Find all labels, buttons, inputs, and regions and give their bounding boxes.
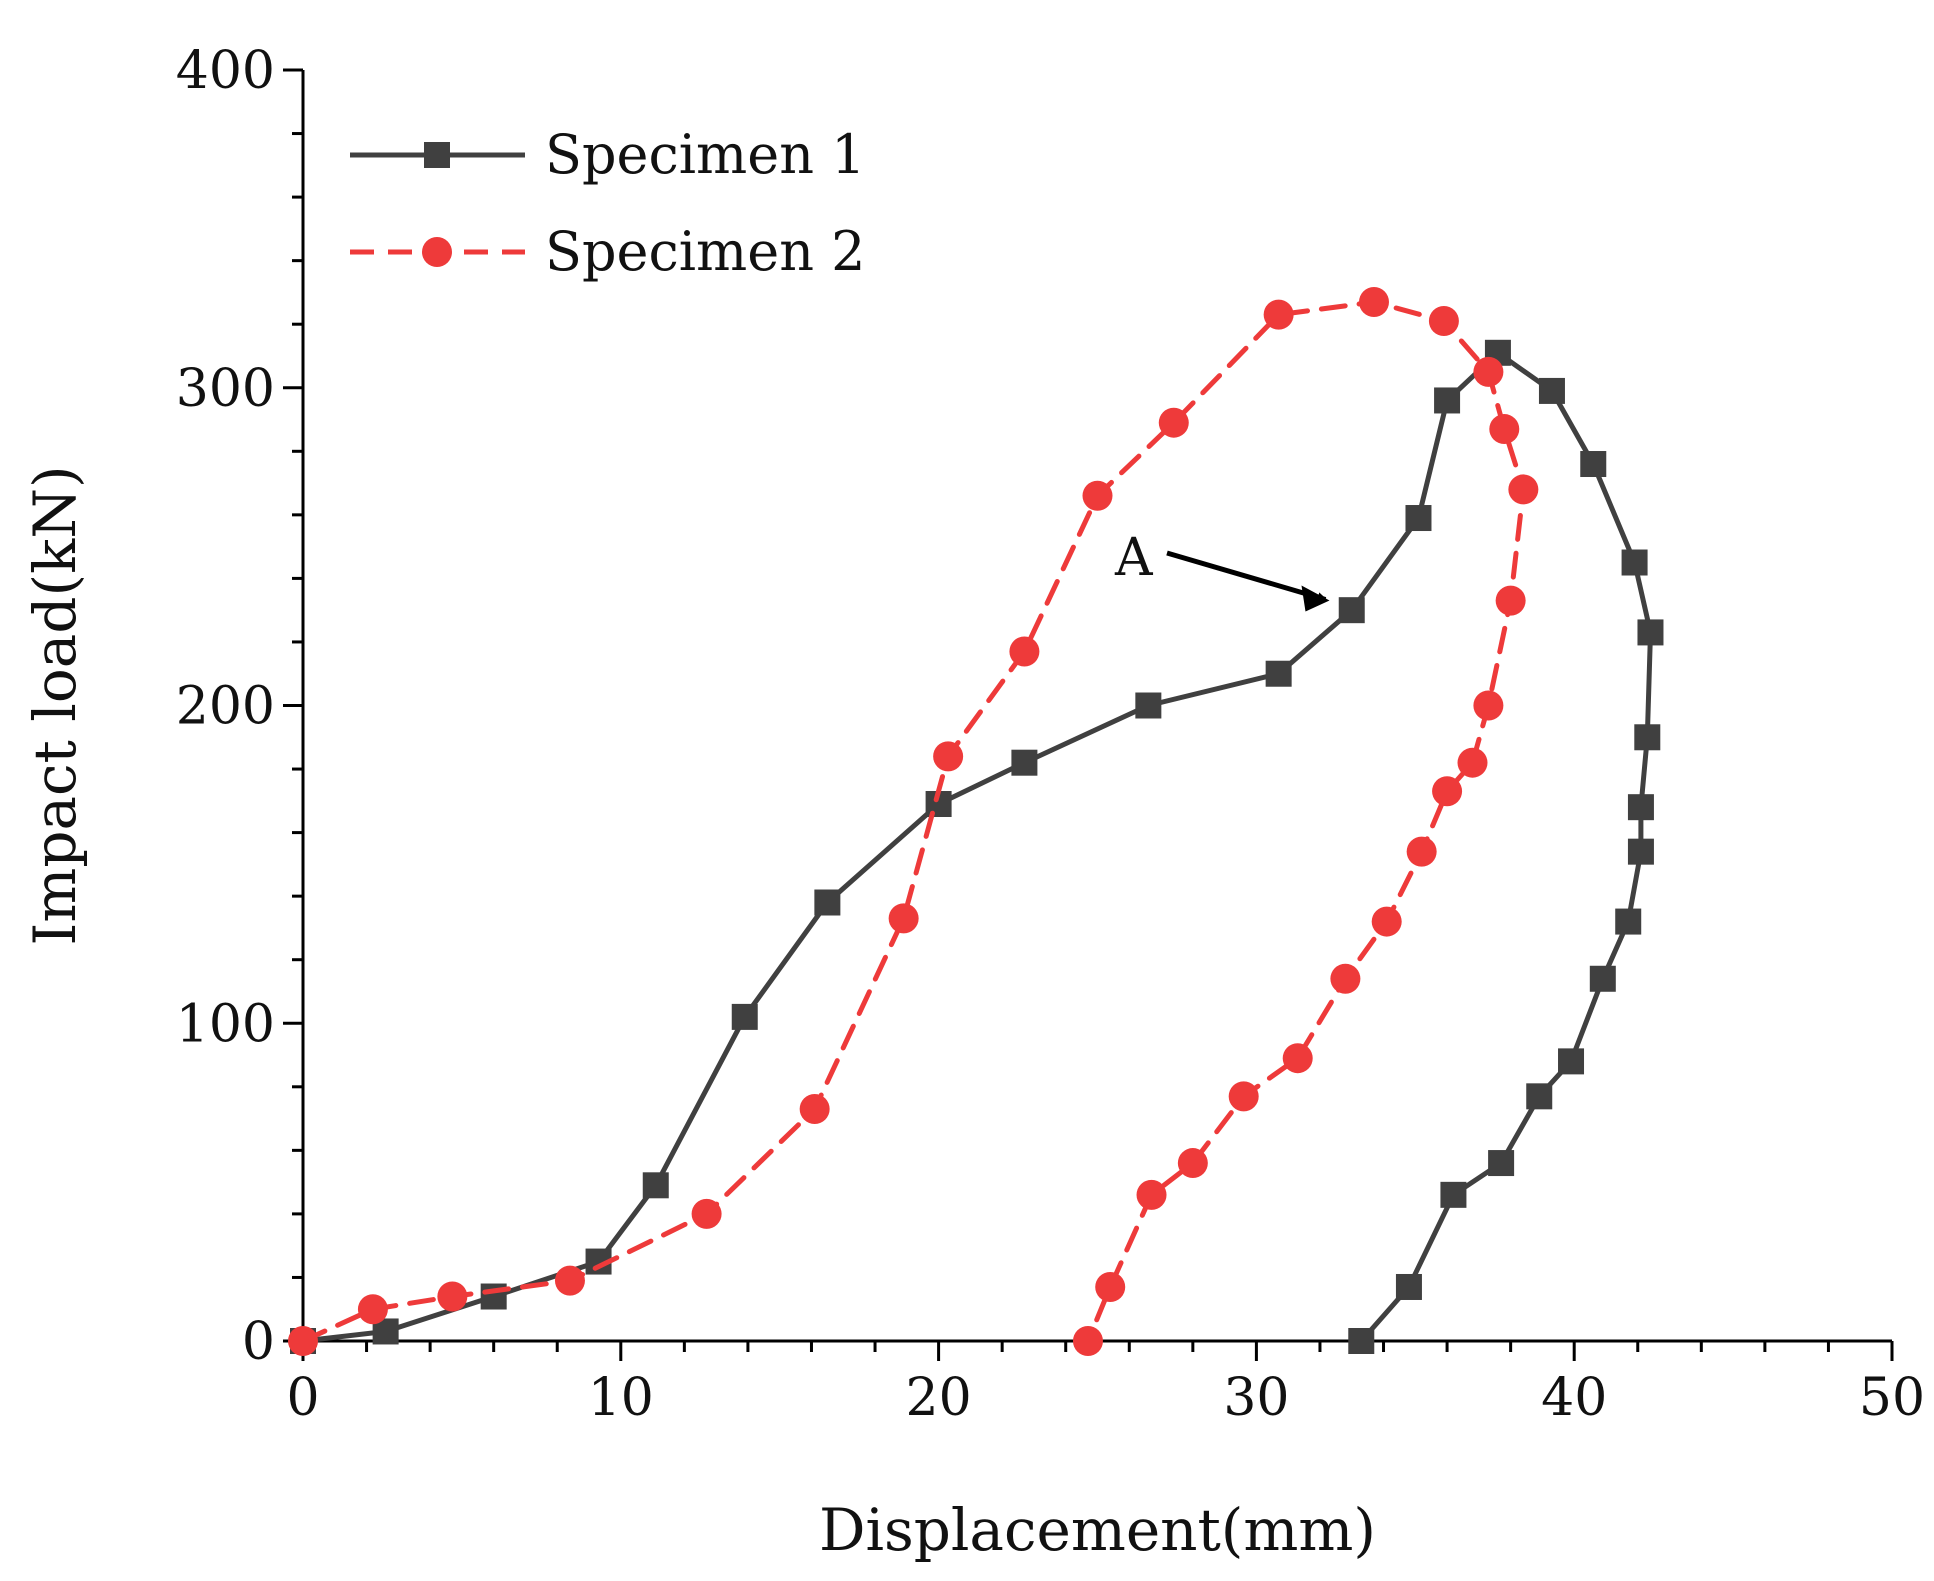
data-point (1405, 505, 1432, 532)
data-point (1428, 306, 1459, 337)
data-point (1589, 965, 1616, 992)
data-point (1338, 597, 1365, 624)
data-point (1558, 1048, 1585, 1075)
data-point (799, 1094, 830, 1125)
data-point (1508, 474, 1539, 505)
data-point (1072, 1326, 1103, 1356)
y-tick-label: 0 (242, 1312, 275, 1372)
data-point (933, 741, 964, 772)
data-point (357, 1294, 388, 1325)
series-2 (288, 286, 1539, 1356)
data-point (731, 1003, 758, 1030)
data-point (1177, 1148, 1208, 1179)
y-tick-label: 200 (176, 677, 275, 737)
x-tick-label: 40 (1541, 1368, 1607, 1428)
data-point (1371, 906, 1402, 937)
y-tick-label: 400 (176, 41, 275, 101)
data-point (1580, 451, 1607, 478)
data-point (888, 903, 919, 934)
data-point (288, 1326, 318, 1356)
x-axis-title: Displacement(mm) (819, 1496, 1376, 1564)
legend-label: Specimen 2 (545, 220, 866, 283)
x-tick-label: 0 (286, 1368, 319, 1428)
data-point (1457, 747, 1488, 778)
legend-swatch-marker (424, 142, 450, 168)
data-point (1095, 1271, 1126, 1302)
y-tick-label: 300 (176, 359, 275, 419)
data-point (1011, 749, 1038, 776)
data-point (1615, 908, 1642, 935)
data-point (1358, 286, 1389, 317)
data-point (1434, 387, 1461, 414)
x-tick-label: 10 (588, 1368, 654, 1428)
data-point (1495, 585, 1526, 616)
data-point (1135, 692, 1162, 719)
legend-swatch-marker (422, 237, 452, 267)
data-point (1432, 776, 1463, 807)
axes (301, 70, 1892, 1343)
data-point (437, 1281, 468, 1312)
data-point (1526, 1083, 1553, 1110)
x-tick-label: 30 (1223, 1368, 1289, 1428)
data-point (642, 1172, 669, 1199)
data-point (1395, 1273, 1422, 1300)
legend-item: Specimen 1 (350, 123, 866, 186)
data-point (554, 1265, 585, 1296)
legend: Specimen 1 Specimen 2 (350, 123, 866, 283)
data-point (1489, 414, 1520, 445)
data-point (1637, 619, 1664, 646)
data-point (1330, 963, 1361, 994)
data-point (1488, 1150, 1515, 1177)
y-tick-label: 100 (176, 994, 275, 1054)
data-point (1440, 1181, 1467, 1208)
data-point (1473, 690, 1504, 721)
data-point (1082, 480, 1113, 511)
data-point (1473, 356, 1504, 387)
x-tick-label: 50 (1859, 1368, 1925, 1428)
data-point (1538, 377, 1565, 404)
data-point (1348, 1328, 1375, 1354)
data-point (1228, 1081, 1259, 1112)
tick-labels: 0 10 20 30 40 50 0 100 200 300 400 (176, 41, 1925, 1428)
data-point (1627, 794, 1654, 821)
annotation-arrowhead (1301, 585, 1330, 612)
data-point (1406, 836, 1437, 867)
annotation-arrow (1166, 550, 1328, 603)
data-point (1265, 660, 1292, 687)
ticks (283, 68, 1894, 1361)
data-point (1627, 838, 1654, 865)
data-point (1621, 549, 1648, 576)
data-point (1009, 636, 1040, 667)
series-1 (290, 339, 1664, 1354)
data-point (1263, 299, 1294, 330)
data-point (1158, 407, 1189, 438)
series-layer (288, 286, 1664, 1356)
data-point (691, 1198, 722, 1229)
y-axis-title: Impact load(kN) (21, 465, 89, 945)
legend-label: Specimen 1 (545, 123, 866, 186)
annotation-layer: A (1114, 528, 1330, 612)
data-point (1634, 724, 1661, 751)
data-point (1136, 1179, 1167, 1210)
x-tick-label: 20 (906, 1368, 972, 1428)
data-point (814, 889, 841, 916)
series-line (300, 299, 1526, 1344)
data-point (1282, 1043, 1313, 1074)
annotation-label: A (1114, 528, 1154, 588)
legend-item: Specimen 2 (350, 220, 866, 283)
